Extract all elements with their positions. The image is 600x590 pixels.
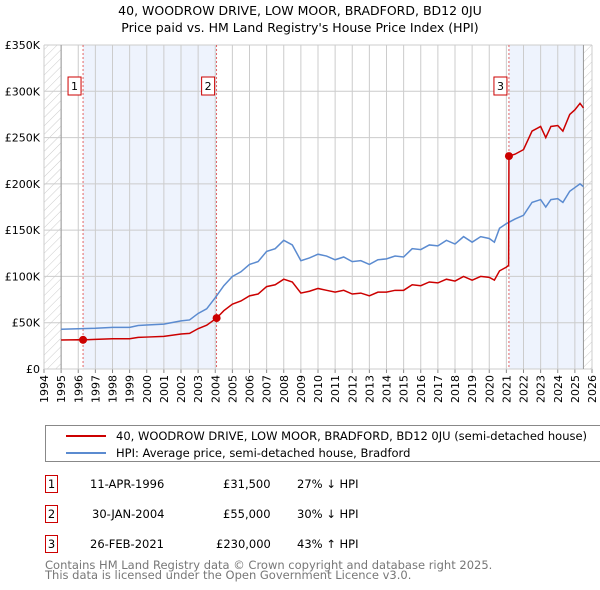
hpi-line bbox=[61, 182, 584, 330]
x-tick-label: 2020 bbox=[483, 375, 496, 403]
y-tick-label: £150K bbox=[5, 224, 41, 237]
x-tick-label: 2002 bbox=[175, 375, 188, 403]
sale-hpi-diff: 30% ↓ HPI bbox=[297, 507, 359, 521]
x-tick-label: 2021 bbox=[500, 375, 513, 403]
x-tick-label: 1994 bbox=[38, 375, 51, 403]
x-tick-label: 2019 bbox=[466, 375, 479, 403]
sale-date: 26-FEB-2021 bbox=[90, 537, 164, 551]
hatched-region bbox=[583, 45, 592, 369]
sale-price: £55,000 bbox=[223, 507, 271, 521]
x-tick-label: 2009 bbox=[295, 375, 308, 403]
legend-label: 40, WOODROW DRIVE, LOW MOOR, BRADFORD, B… bbox=[116, 429, 588, 443]
ownership-shade bbox=[83, 45, 217, 369]
sale-price: £230,000 bbox=[216, 537, 271, 551]
x-tick-label: 2003 bbox=[192, 375, 205, 403]
hatched-region bbox=[44, 45, 62, 369]
legend-swatch-red bbox=[66, 435, 106, 437]
price-paid-line bbox=[61, 102, 585, 341]
legend: 40, WOODROW DRIVE, LOW MOOR, BRADFORD, B… bbox=[45, 425, 600, 462]
chart-subtitle: Price paid vs. HM Land Registry's House … bbox=[121, 20, 479, 35]
legend-item-hpi: HPI: Average price, semi-detached house,… bbox=[66, 446, 410, 460]
sale-hpi-diff: 27% ↓ HPI bbox=[297, 477, 359, 491]
x-tick-label: 1997 bbox=[89, 375, 102, 403]
sale-point bbox=[79, 335, 88, 344]
sale-point bbox=[504, 152, 513, 161]
sale-row: 1 11-APR-1996 £31,500 27% ↓ HPI bbox=[45, 475, 545, 495]
sale-marker-badge: 1 bbox=[45, 475, 58, 493]
x-tick-label: 1999 bbox=[124, 375, 137, 403]
x-tick-label: 2017 bbox=[432, 375, 445, 403]
y-tick-label: £50K bbox=[12, 317, 41, 330]
sale-label-box bbox=[67, 76, 82, 96]
x-tick-label: 2005 bbox=[226, 375, 239, 403]
x-tick-label: 2007 bbox=[261, 375, 274, 403]
x-tick-label: 2024 bbox=[552, 375, 565, 403]
legend-swatch-blue bbox=[66, 452, 106, 454]
x-tick-label: 2023 bbox=[535, 375, 548, 403]
y-tick-label: £350K bbox=[5, 39, 41, 52]
x-tick-label: 2016 bbox=[415, 375, 428, 403]
sale-point bbox=[212, 314, 221, 323]
x-tick-label: 2000 bbox=[141, 375, 154, 403]
sale-label: 2 bbox=[205, 80, 212, 93]
sale-label: 1 bbox=[71, 80, 78, 93]
x-tick-label: 1995 bbox=[55, 375, 68, 403]
sale-price: £31,500 bbox=[223, 477, 271, 491]
sale-label-box bbox=[493, 76, 508, 96]
x-tick-label: 2022 bbox=[518, 375, 531, 403]
sale-date: 30-JAN-2004 bbox=[92, 507, 165, 521]
x-tick-label: 2010 bbox=[312, 375, 325, 403]
x-tick-label: 2025 bbox=[569, 375, 582, 403]
sale-row: 3 26-FEB-2021 £230,000 43% ↑ HPI bbox=[45, 535, 545, 555]
chart-title: 40, WOODROW DRIVE, LOW MOOR, BRADFORD, B… bbox=[118, 3, 482, 18]
x-tick-label: 2014 bbox=[381, 375, 394, 403]
x-tick-label: 2026 bbox=[586, 375, 599, 403]
y-tick-label: £100K bbox=[5, 270, 41, 283]
sale-row: 2 30-JAN-2004 £55,000 30% ↓ HPI bbox=[45, 505, 545, 525]
x-tick-label: 1998 bbox=[107, 375, 120, 403]
x-tick-label: 1996 bbox=[72, 375, 85, 403]
y-tick-label: £200K bbox=[5, 178, 41, 191]
y-tick-label: £0 bbox=[26, 363, 40, 376]
legend-item-property: 40, WOODROW DRIVE, LOW MOOR, BRADFORD, B… bbox=[66, 429, 587, 443]
price-chart: 1994 1995 1996 1997 1998 1999 2000 2001 2002 2003… bbox=[5, 39, 599, 403]
footer: Contains HM Land Registry data © Crown c… bbox=[45, 558, 493, 582]
x-tick-label: 2013 bbox=[363, 375, 376, 403]
x-tick-label: 2008 bbox=[278, 375, 291, 403]
x-tick-label: 2018 bbox=[449, 375, 462, 403]
y-tick-label: £250K bbox=[5, 132, 41, 145]
x-tick-label: 2001 bbox=[158, 375, 171, 403]
sale-label-box bbox=[201, 76, 216, 96]
x-tick-label: 2006 bbox=[244, 375, 257, 403]
sale-hpi-diff: 43% ↑ HPI bbox=[297, 537, 359, 551]
x-tick-label: 2015 bbox=[398, 375, 411, 403]
sale-marker-badge: 2 bbox=[45, 505, 58, 523]
legend-label: HPI: Average price, semi-detached house,… bbox=[116, 446, 411, 460]
y-tick-label: £300K bbox=[5, 85, 41, 98]
x-tick-label: 2011 bbox=[329, 375, 342, 403]
footer-licence: This data is licensed under the Open Gov… bbox=[45, 568, 412, 582]
sale-date: 11-APR-1996 bbox=[90, 477, 165, 491]
x-tick-label: 2012 bbox=[346, 375, 359, 403]
footer-copyright: Contains HM Land Registry data © Crown c… bbox=[45, 558, 493, 572]
x-tick-label: 2004 bbox=[209, 375, 222, 403]
sale-marker-badge: 3 bbox=[45, 535, 58, 553]
sale-label: 3 bbox=[497, 80, 504, 93]
